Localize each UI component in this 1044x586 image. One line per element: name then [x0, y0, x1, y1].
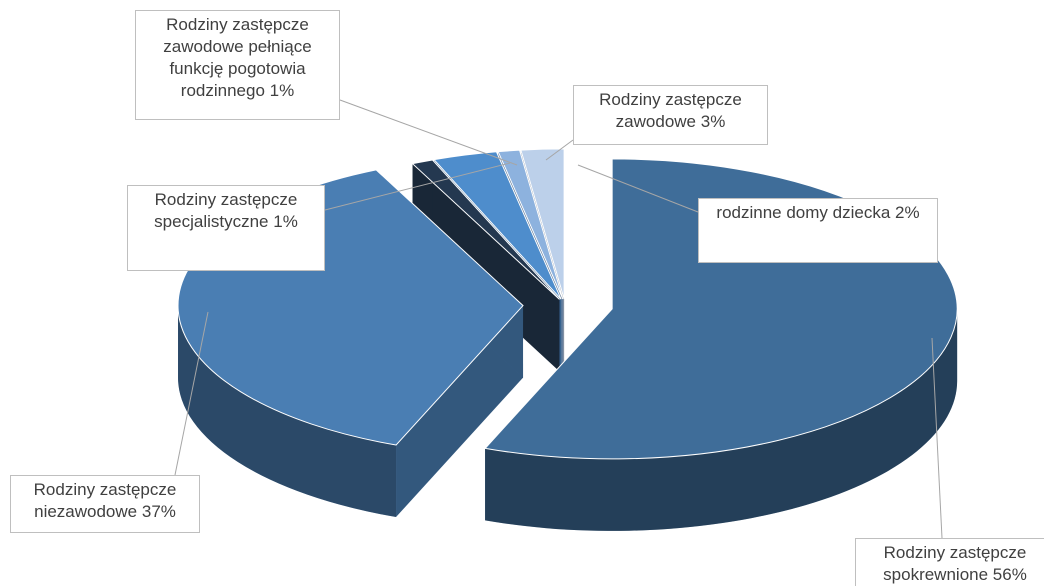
slice-radial-side-shade [432, 159, 560, 372]
data-label: rodzinne domy dziecka 2% [698, 198, 938, 263]
label-category: Rodziny zastępcze zawodowe pełniące funk… [163, 15, 312, 100]
slice [433, 151, 562, 300]
leader-line [577, 164, 699, 213]
slice-outer-side-shade [178, 305, 397, 518]
label-category: Rodziny zastępcze spokrewnione [883, 543, 1027, 584]
leader-line [174, 311, 209, 476]
data-label: Rodziny zastępcze zawodowe pełniące funk… [135, 10, 340, 120]
slice [411, 159, 560, 300]
slice-outer-side [178, 305, 397, 518]
label-value: 1% [273, 212, 298, 231]
data-label: Rodziny zastępcze spokrewnione 56% [855, 538, 1044, 586]
data-label: Rodziny zastępcze niezawodowe 37% [10, 475, 200, 533]
slice-outer-side [485, 308, 958, 531]
data-label: Rodziny zastępcze zawodowe 3% [573, 85, 768, 145]
label-value: 37% [141, 502, 176, 521]
slice [520, 148, 565, 300]
label-value: 3% [700, 112, 726, 131]
leader-line [545, 139, 574, 161]
label-value: 1% [269, 81, 295, 100]
slice-radial-side-shade [396, 305, 524, 518]
slice-radial-side [396, 305, 524, 518]
data-label: Rodziny zastępcze specjalistyczne 1% [127, 185, 325, 271]
label-category: Rodziny zastępcze zawodowe [599, 90, 742, 131]
slice-radial-side [432, 159, 560, 372]
label-value: 2% [895, 203, 920, 222]
leader-line [324, 162, 511, 211]
slice [497, 149, 564, 300]
leader-line [339, 99, 518, 166]
label-category: Rodziny zastępcze niezawodowe [33, 480, 177, 521]
label-category: rodzinne domy dziecka [716, 203, 891, 222]
slice-outer-side-shade [485, 308, 958, 531]
leader-line [931, 337, 943, 539]
label-category: Rodziny zastępcze specjalistyczne [154, 190, 298, 231]
label-value: 56% [992, 565, 1027, 584]
